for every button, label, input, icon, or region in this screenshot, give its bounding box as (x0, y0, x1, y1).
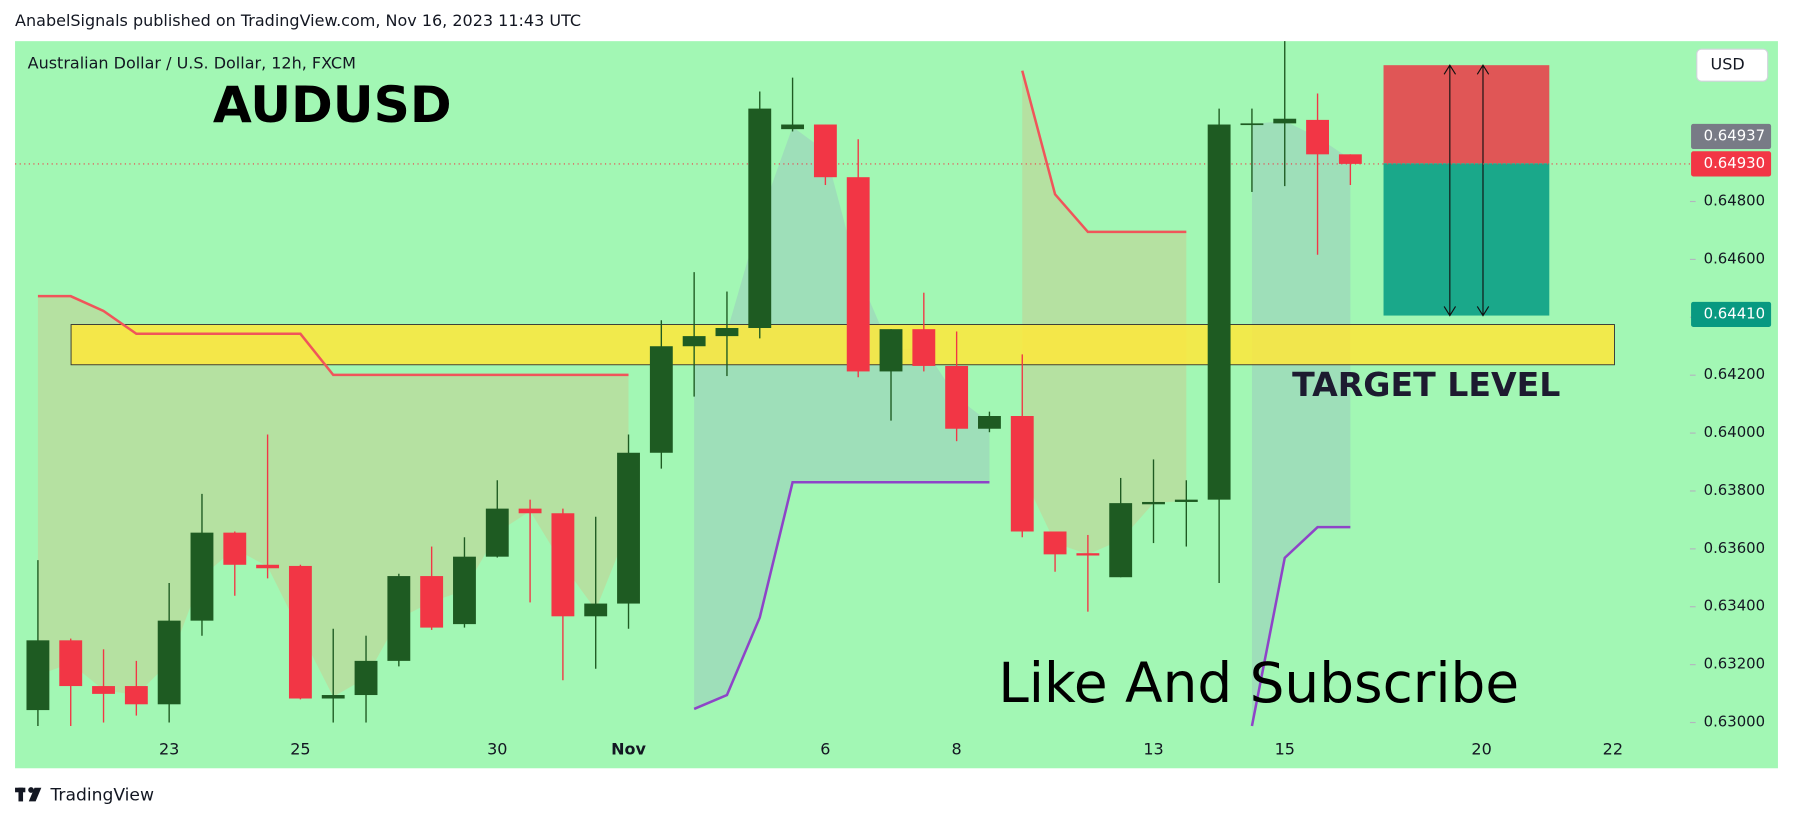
candle-body (1043, 531, 1067, 555)
price-label-box (1691, 301, 1772, 327)
price-label: 0.64930 (1704, 154, 1765, 172)
candle-body (978, 416, 1001, 429)
candle-body (256, 564, 280, 569)
candle-body (190, 532, 214, 621)
candle-body (1338, 154, 1362, 164)
symbol-info: Australian Dollar / U.S. Dollar, 12h, FX… (28, 54, 356, 73)
trend-fill (37, 296, 629, 697)
support-zone (70, 324, 1615, 366)
candle-body (682, 336, 706, 347)
x-tick-label: 30 (487, 739, 507, 758)
candle-body (485, 508, 509, 557)
candle-body (813, 124, 837, 178)
candle-body (223, 532, 247, 565)
stop-area (1383, 65, 1550, 164)
candle-body (321, 695, 345, 699)
x-tick-label: 22 (1603, 739, 1623, 758)
title: AUDUSD (213, 75, 452, 134)
candle-body (551, 513, 575, 617)
cta: Like And Subscribe (998, 651, 1519, 715)
candle-body (617, 452, 640, 604)
candle-body (1174, 499, 1198, 502)
y-tick-label: 0.63000 (1704, 713, 1765, 731)
x-tick-label: 6 (820, 739, 830, 758)
candle-body (453, 556, 476, 625)
candle-body (715, 328, 739, 337)
candle-body (1207, 124, 1231, 500)
candle-body (1306, 119, 1329, 155)
candle-body (420, 576, 444, 628)
y-tick-label: 0.63600 (1704, 539, 1765, 557)
target-area (1383, 163, 1550, 316)
x-tick-label: 13 (1143, 739, 1163, 758)
y-tick-label: 0.63400 (1704, 597, 1765, 615)
currency-button[interactable] (1696, 48, 1769, 82)
arrow (1443, 64, 1457, 317)
price-label-box (1691, 123, 1772, 150)
candle-body (59, 640, 83, 687)
candle-body (26, 640, 50, 711)
x-tick-label: 25 (290, 739, 310, 758)
arrow (1476, 64, 1490, 317)
candle-body (912, 329, 936, 366)
trend-fill (1022, 70, 1187, 555)
y-tick-label: 0.63800 (1704, 481, 1765, 499)
candle-body (288, 565, 312, 699)
candle-body (354, 660, 378, 696)
trend-fill (1251, 121, 1351, 727)
candle-body (781, 124, 805, 130)
candle-body (518, 508, 542, 514)
candle-body (945, 365, 969, 429)
candle-body (584, 603, 608, 617)
price-label-box (1691, 151, 1772, 177)
x-tick-label: 23 (159, 739, 179, 758)
brand-logo (15, 787, 42, 802)
candle-body (1010, 416, 1034, 532)
candle-body (157, 620, 181, 705)
candle-body (879, 329, 903, 372)
y-tick-label: 0.63200 (1704, 655, 1765, 673)
x-tick-label: 15 (1275, 739, 1295, 758)
candle-body (1076, 553, 1100, 556)
candle-body (846, 177, 870, 372)
y-tick-label: 0.64600 (1704, 249, 1765, 267)
candle-body (748, 108, 772, 329)
y-tick-label: 0.64000 (1704, 423, 1765, 441)
candle-body (387, 576, 411, 661)
x-tick-label: Nov (611, 739, 646, 758)
candle-body (1142, 501, 1165, 505)
x-tick-label: 20 (1471, 739, 1491, 758)
candle-body (649, 346, 673, 453)
candle-body (92, 686, 115, 694)
target-label: TARGET LEVEL (1292, 365, 1560, 404)
header: AnabelSignals published on TradingView.c… (15, 11, 581, 30)
x-tick-label: 8 (952, 739, 962, 758)
candle-body (124, 686, 148, 705)
y-tick-label: 0.64200 (1704, 365, 1765, 383)
trend-line (37, 70, 1187, 377)
currency[interactable]: USD (1710, 55, 1744, 74)
brand: TradingView (49, 786, 153, 806)
price-label: 0.64937 (1704, 126, 1765, 144)
candle-body (1109, 503, 1133, 578)
price-label: 0.64410 (1704, 304, 1765, 322)
y-tick-label: 0.64800 (1704, 192, 1765, 210)
trend-line (693, 481, 1351, 727)
candle-body (1273, 118, 1297, 124)
candle-body (1240, 123, 1264, 126)
